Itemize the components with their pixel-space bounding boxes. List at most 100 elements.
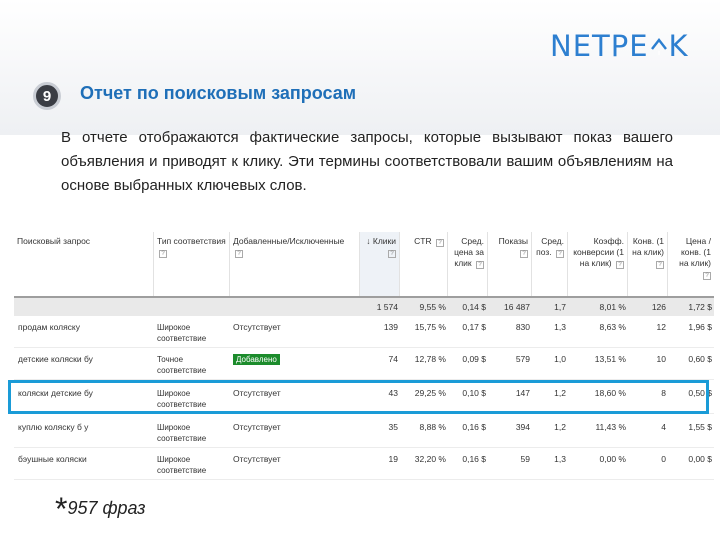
- column-header-query[interactable]: Поисковый запрос: [14, 232, 154, 296]
- total-cpc: 0,14 $: [462, 302, 486, 312]
- cell-position: 1,2: [554, 422, 566, 432]
- cell-conversions: 8: [661, 388, 666, 398]
- cell-conv-rate: 0,00 %: [599, 454, 626, 464]
- cell-cpc: 0,17 $: [462, 322, 486, 332]
- column-header-impressions[interactable]: Показы ?: [488, 232, 532, 296]
- cell-added-status: Отсутствует: [233, 422, 281, 432]
- total-conversions: 126: [651, 302, 666, 312]
- help-icon[interactable]: ?: [159, 250, 167, 258]
- cell-cost-per-conv: 0,00 $: [688, 454, 712, 464]
- cell-match-type: Точное соответствие: [157, 355, 207, 375]
- column-header-ctr-label: CTR: [414, 236, 432, 246]
- cell-cost-per-conv: 1,55 $: [688, 422, 712, 432]
- column-header-conv-rate[interactable]: Коэфф. конверсии (1 на клик) ?: [568, 232, 628, 296]
- cell-conv-rate: 13,51 %: [594, 354, 626, 364]
- cell-conversions: 4: [661, 422, 666, 432]
- help-icon[interactable]: ?: [235, 250, 243, 258]
- page-title: Отчет по поисковым запросам: [80, 83, 357, 103]
- logo-text-right: K: [668, 29, 689, 63]
- cell-position: 1,0: [554, 354, 566, 364]
- description-text: В отчете отображаются фактические запрос…: [61, 129, 673, 194]
- column-header-position-label: Сред. поз.: [536, 236, 564, 257]
- header-divider: [14, 296, 714, 298]
- cell-conversions: 12: [656, 322, 666, 332]
- cell-cpc: 0,16 $: [462, 454, 486, 464]
- search-query-report-table: Поисковый запрос Тип соответствия ? Доба…: [14, 232, 718, 480]
- cell-impressions: 394: [515, 422, 530, 432]
- cell-ctr: 32,20 %: [414, 454, 446, 464]
- total-position: 1,7: [554, 302, 566, 312]
- cell-cpc: 0,10 $: [462, 388, 486, 398]
- column-header-cost-per-conv-label: Цена / конв. (1 на клик): [679, 236, 711, 268]
- cell-cpc: 0,16 $: [462, 422, 486, 432]
- column-header-conversions[interactable]: Конв. (1 на клик) ?: [628, 232, 668, 296]
- column-header-clicks-label: ↓ Клики: [366, 236, 396, 246]
- cell-clicks: 74: [388, 354, 398, 364]
- total-impressions: 16 487: [504, 302, 530, 312]
- cell-query: продам коляску: [18, 322, 80, 332]
- cell-query: бэушные коляски: [18, 454, 87, 464]
- cell-clicks: 43: [388, 388, 398, 398]
- help-icon[interactable]: ?: [476, 261, 484, 269]
- cell-conversions: 10: [656, 354, 666, 364]
- column-header-cost-per-conv[interactable]: Цена / конв. (1 на клик) ?: [668, 232, 714, 296]
- cell-ctr: 8,88 %: [419, 422, 446, 432]
- cell-query: куплю коляску б у: [18, 422, 89, 432]
- column-header-match[interactable]: Тип соответствия ?: [154, 232, 230, 296]
- table-row[interactable]: продам коляску Широкое соответствие Отсу…: [14, 316, 714, 348]
- highlighted-row-frame: [8, 380, 709, 414]
- cell-cost-per-conv: 1,96 $: [688, 322, 712, 332]
- cell-match-type: Широкое соответствие: [157, 423, 207, 443]
- help-icon[interactable]: ?: [656, 261, 664, 269]
- cell-added-status: Отсутствует: [233, 322, 281, 332]
- cell-impressions: 59: [520, 454, 530, 464]
- cell-added-status: Добавлено: [233, 354, 353, 365]
- column-header-clicks[interactable]: ↓ Клики ?: [360, 232, 400, 296]
- cell-conv-rate: 11,43 %: [595, 422, 626, 432]
- help-icon[interactable]: ?: [556, 250, 564, 258]
- column-header-added[interactable]: Добавленные/Исключенные ?: [230, 232, 360, 296]
- total-clicks: 1 574: [376, 302, 398, 312]
- cell-conv-rate: 18,60 %: [594, 388, 626, 398]
- cell-query: детские коляски бу: [18, 354, 93, 364]
- footnote-text: 957 фраз: [67, 498, 146, 518]
- help-icon[interactable]: ?: [436, 239, 444, 247]
- cell-position: 1,2: [554, 388, 566, 398]
- cell-conv-rate: 8,63 %: [599, 322, 626, 332]
- footnote: *957 фраз: [55, 485, 146, 527]
- total-ctr: 9,55 %: [419, 302, 446, 312]
- netpeak-logo: NETPE K: [550, 28, 689, 64]
- help-icon[interactable]: ?: [703, 272, 711, 280]
- table-row[interactable]: бэушные коляски Широкое соответствие Отс…: [14, 448, 714, 480]
- added-badge: Добавлено: [233, 354, 280, 365]
- totals-row: 1 574 9,55 % 0,14 $ 16 487 1,7 8,01 % 12…: [14, 298, 714, 316]
- cell-ctr: 15,75 %: [414, 322, 446, 332]
- column-header-cpc-label: Сред. цена за клик: [454, 236, 484, 268]
- column-header-added-label: Добавленные/Исключенные: [233, 236, 345, 246]
- help-icon[interactable]: ?: [616, 261, 624, 269]
- cell-position: 1,3: [554, 322, 566, 332]
- help-icon[interactable]: ?: [388, 250, 396, 258]
- column-header-position[interactable]: Сред. поз. ?: [532, 232, 568, 296]
- cell-match-type: Широкое соответствие: [157, 323, 207, 343]
- cell-cpc: 0,09 $: [462, 354, 486, 364]
- cell-added-status: Отсутствует: [233, 388, 281, 398]
- cell-added-status: Отсутствует: [233, 454, 281, 464]
- total-conv-rate: 8,01 %: [599, 302, 626, 312]
- asterisk: *: [55, 491, 68, 527]
- column-header-cpc[interactable]: Сред. цена за клик ?: [448, 232, 488, 296]
- cell-conversions: 0: [661, 454, 666, 464]
- cell-ctr: 29,25 %: [414, 388, 446, 398]
- cell-ctr: 12,78 %: [414, 354, 446, 364]
- column-header-impressions-label: Показы: [498, 236, 528, 246]
- help-icon[interactable]: ?: [520, 250, 528, 258]
- column-header-query-label: Поисковый запрос: [17, 236, 91, 246]
- column-header-conversions-label: Конв. (1 на клик): [632, 236, 664, 257]
- cell-match-type: Широкое соответствие: [157, 455, 207, 475]
- cell-impressions: 579: [515, 354, 530, 364]
- step-number-badge: 9: [33, 82, 61, 110]
- table-row[interactable]: детские коляски бу Точное соответствие Д…: [14, 348, 714, 380]
- cell-cost-per-conv: 0,50 $: [688, 388, 712, 398]
- column-header-ctr[interactable]: CTR ?: [400, 232, 448, 296]
- table-row[interactable]: куплю коляску б у Широкое соответствие О…: [14, 416, 714, 448]
